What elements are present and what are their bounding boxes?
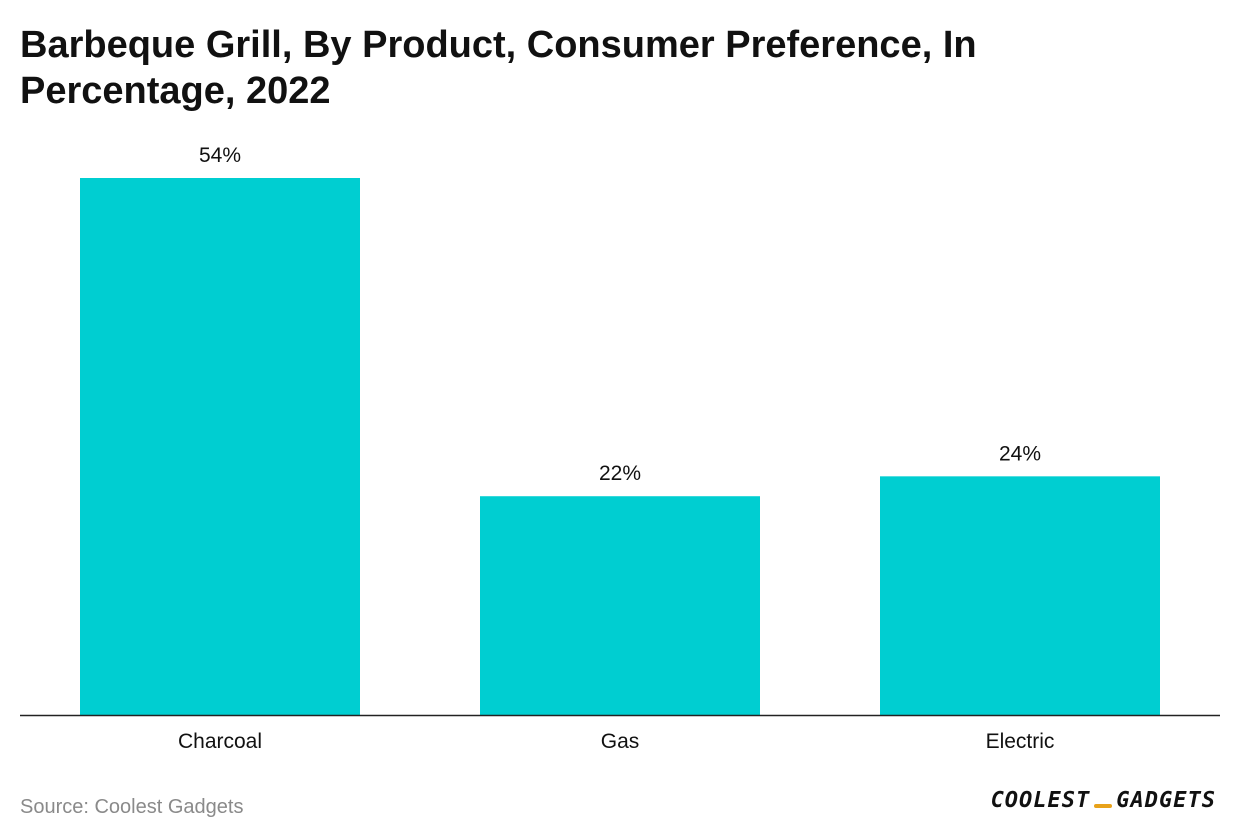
x-tick-label-electric: Electric	[986, 730, 1055, 753]
chart-title: Barbeque Grill, By Product, Consumer Pre…	[20, 24, 977, 112]
logo-text-right: GADGETS	[1116, 788, 1216, 813]
logo-text-left: COOLEST	[990, 788, 1091, 813]
bar-charcoal	[80, 178, 360, 715]
data-label-electric: 24%	[999, 442, 1041, 465]
bar-gas	[480, 496, 760, 715]
x-tick-label-charcoal: Charcoal	[178, 730, 262, 753]
data-label-charcoal: 54%	[199, 144, 241, 167]
bar-chart: 54% Charcoal 22% Gas 24% Electric	[20, 144, 1220, 753]
x-tick-label-gas: Gas	[601, 730, 640, 753]
data-label-gas: 22%	[599, 462, 641, 485]
bar-electric	[880, 476, 1160, 715]
logo-dash-icon	[1094, 803, 1113, 808]
brand-logo: COOLEST GADGETS	[991, 788, 1216, 813]
source-note: Source: Coolest Gadgets	[20, 796, 244, 818]
